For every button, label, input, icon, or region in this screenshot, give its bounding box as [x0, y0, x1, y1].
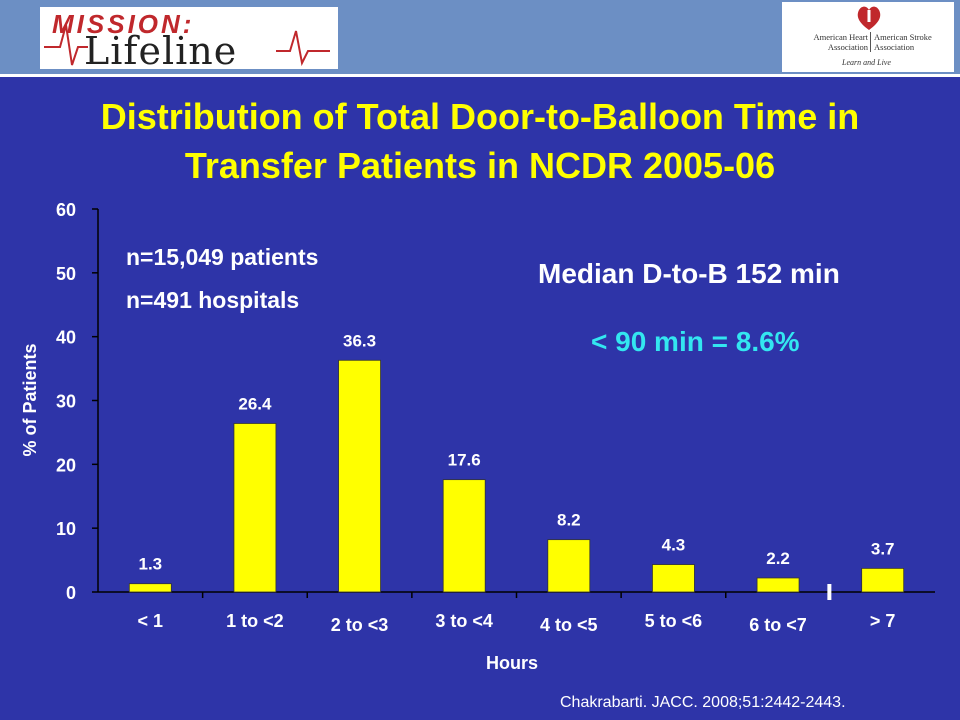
y-tick-label: 40	[56, 328, 76, 348]
x-category-label: < 1	[138, 611, 164, 631]
y-tick-label: 50	[56, 264, 76, 284]
bar-data-label: 26.4	[238, 394, 272, 413]
bar-data-label: 1.3	[138, 555, 162, 574]
bar	[861, 567, 905, 593]
bar-data-label: 2.2	[766, 549, 790, 568]
aha-name: American Heart Association	[813, 32, 868, 52]
bar	[233, 423, 277, 593]
y-tick-label: 10	[56, 519, 76, 539]
header-divider	[0, 74, 960, 77]
x-category-label: 3 to <4	[435, 611, 493, 631]
y-tick-label: 20	[56, 455, 76, 475]
bar	[547, 539, 591, 593]
title-line-2: Transfer Patients in NCDR 2005-06	[184, 145, 776, 186]
logo-text-lifeline: Lifeline	[84, 29, 238, 69]
y-axis-label: % of Patients	[20, 343, 40, 456]
logo-tagline: Learn and Live	[842, 58, 891, 67]
logo-divider	[870, 32, 871, 52]
bar-data-label: 36.3	[343, 331, 376, 350]
heart-torch-icon	[857, 6, 881, 30]
median-annotation: Median D-to-B 152 min	[538, 258, 840, 289]
title-line-1: Distribution of Total Door-to-Balloon Ti…	[100, 96, 860, 137]
bar	[338, 359, 381, 593]
note-hospitals: n=491 hospitals	[126, 287, 300, 313]
y-tick-label: 0	[66, 583, 76, 603]
bar	[128, 583, 172, 593]
ekg-line-icon	[44, 24, 330, 67]
note-patients: n=15,049 patients	[126, 244, 319, 270]
logo-text-mission: MISSION:	[52, 9, 195, 39]
x-category-label: 2 to <3	[331, 615, 389, 635]
x-category-label: 6 to <7	[749, 615, 807, 635]
bar-data-label: 8.2	[557, 511, 581, 530]
bar	[652, 564, 695, 593]
bar-data-label: 4.3	[662, 536, 686, 555]
axis-break-marker	[827, 584, 832, 600]
y-tick-label: 60	[56, 200, 76, 220]
x-category-label: 1 to <2	[226, 611, 284, 631]
citation: Chakrabarti. JACC. 2008;51:2442-2443.	[560, 694, 846, 711]
bar-data-label: 17.6	[448, 451, 481, 470]
bar	[442, 479, 486, 593]
y-tick-label: 30	[56, 392, 76, 412]
bar	[756, 577, 800, 593]
x-axis-label: Hours	[486, 653, 538, 673]
slide-title: Distribution of Total Door-to-Balloon Ti…	[0, 92, 960, 190]
mission-lifeline-logo: MISSION: Lifeline	[40, 7, 338, 69]
under-90-annotation: < 90 min = 8.6%	[591, 326, 800, 357]
x-category-label: 4 to <5	[540, 615, 598, 635]
aha-asa-logo: American Heart Association American Stro…	[782, 2, 954, 72]
x-category-label: 5 to <6	[645, 611, 703, 631]
x-category-label: > 7	[870, 611, 896, 631]
bar-data-label: 3.7	[871, 539, 895, 558]
asa-name: American Stroke Association	[874, 32, 932, 52]
